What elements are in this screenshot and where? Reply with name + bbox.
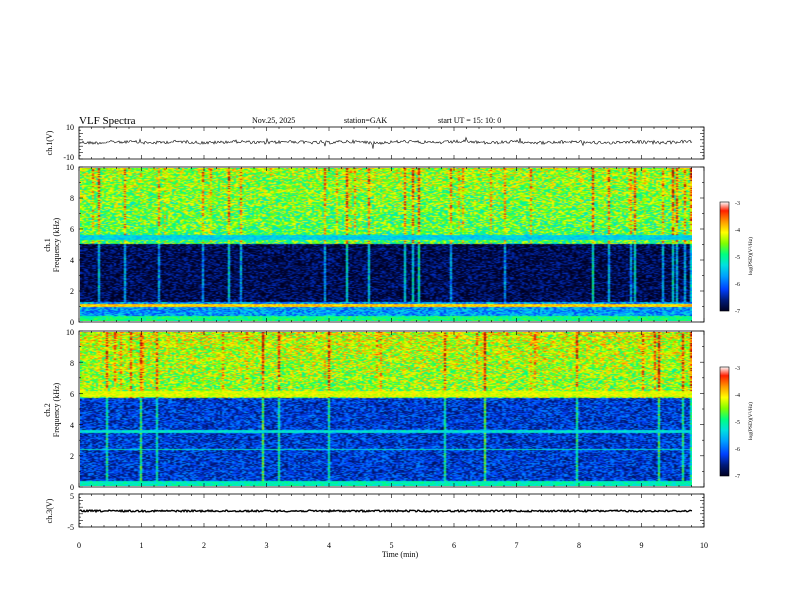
ch1-freq-tick: 4 <box>70 256 74 265</box>
ch1-freq-tick: 8 <box>70 194 74 203</box>
ch1-spectrogram-panel: 0 2 4 6 8 10 ch.1 Frequency (kHz) <box>43 163 705 327</box>
ch2-freq-tick: 2 <box>70 452 74 461</box>
x-tick-label: 2 <box>202 541 206 550</box>
ch2-spectrogram-panel: 0 2 4 6 8 10 ch.2 Frequency (kHz) <box>43 328 705 492</box>
x-tick-label: 10 <box>700 541 708 550</box>
ch1-freq-tick: 2 <box>70 287 74 296</box>
x-tick-label: 0 <box>77 541 81 550</box>
ch1-ytick-bottom: -10 <box>63 153 74 162</box>
station-label: station=GAK <box>344 116 387 125</box>
ch1-waveform-trace <box>80 136 693 149</box>
ch1-cb-tick: -6 <box>735 282 740 288</box>
ch1-cb-tick: -5 <box>735 255 740 261</box>
ch2-colorbar: -3 -4 -5 -6 -7 log(PSD)(V²/Hz) <box>719 366 754 480</box>
ch2-cb-tick: -7 <box>735 474 740 480</box>
ch2-freq-tick: 0 <box>70 483 74 492</box>
ch3-waveform-panel: 5 -5 ch.3(V) <box>45 492 705 532</box>
ch1-spectrogram-image <box>80 168 692 321</box>
ch1-freq-tick: 10 <box>66 163 74 172</box>
x-tick-label: 3 <box>265 541 269 550</box>
x-tick-label: 8 <box>577 541 581 550</box>
ch2-freq-tick: 6 <box>70 390 74 399</box>
ch1-colorbar: -3 -4 -5 -6 -7 log(PSD)(V²/Hz) <box>719 201 754 315</box>
ch2-freq-tick: 10 <box>66 328 74 337</box>
ch1-waveform-panel: 10 -10 ch.1(V) <box>45 123 705 162</box>
axis-tick-marks <box>78 126 705 528</box>
x-axis-label: Time (min) <box>382 550 419 559</box>
start-time-label: start UT = 15: 10: 0 <box>438 116 501 125</box>
ch2-freq-tick: 8 <box>70 359 74 368</box>
ch1-spectrogram-yticks: 0 2 4 6 8 10 <box>66 163 74 327</box>
ch1-cb-tick: -3 <box>735 201 740 207</box>
x-tick-label: 5 <box>390 541 394 550</box>
x-tick-label: 7 <box>515 541 519 550</box>
ch2-cb-tick: -3 <box>735 366 740 372</box>
x-tick-label: 1 <box>140 541 144 550</box>
ch1-ylabel: ch.1(V) <box>45 130 54 155</box>
ch1-cb-tick: -7 <box>735 309 740 315</box>
x-axis-tick-labels: 0 1 2 3 4 5 6 7 8 9 10 <box>77 541 708 550</box>
ch3-ytick-bottom: -5 <box>67 523 74 532</box>
ch2-colorbar-label: log(PSD)(V²/Hz) <box>747 402 754 440</box>
ch2-spectrogram-image <box>80 332 692 486</box>
ch1-freq-tick: 6 <box>70 225 74 234</box>
ch2-spec-ylabel-2: Frequency (kHz) <box>52 382 61 437</box>
ch3-waveform-trace <box>79 508 693 514</box>
ch2-cb-tick: -5 <box>735 420 740 426</box>
ch2-colorbar-bar <box>719 366 730 477</box>
ch2-spec-ylabel-1: ch.2 <box>43 403 52 417</box>
x-tick-label: 6 <box>452 541 456 550</box>
date-label: Nov.25, 2025 <box>252 116 295 125</box>
ch1-colorbar-bar <box>719 201 730 312</box>
ch3-ylabel: ch.3(V) <box>45 498 54 523</box>
ch1-freq-tick: 0 <box>70 318 74 327</box>
ch1-waveform-frame <box>78 126 705 160</box>
ch2-cb-tick: -6 <box>735 447 740 453</box>
ch2-cb-tick: -4 <box>735 393 740 399</box>
figure-title: VLF Spectra <box>79 115 136 127</box>
ch1-ytick-top: 10 <box>66 123 74 132</box>
ch1-colorbar-label: log(PSD)(V²/Hz) <box>747 237 754 275</box>
x-tick-label: 9 <box>640 541 644 550</box>
ch3-ytick-top: 5 <box>70 492 74 501</box>
ch2-freq-tick: 4 <box>70 421 74 430</box>
ch1-cb-tick: -4 <box>735 228 740 234</box>
ch1-spec-ylabel-1: ch.1 <box>43 238 52 252</box>
x-tick-label: 4 <box>327 541 331 550</box>
ch1-spec-ylabel-2: Frequency (kHz) <box>52 217 61 272</box>
